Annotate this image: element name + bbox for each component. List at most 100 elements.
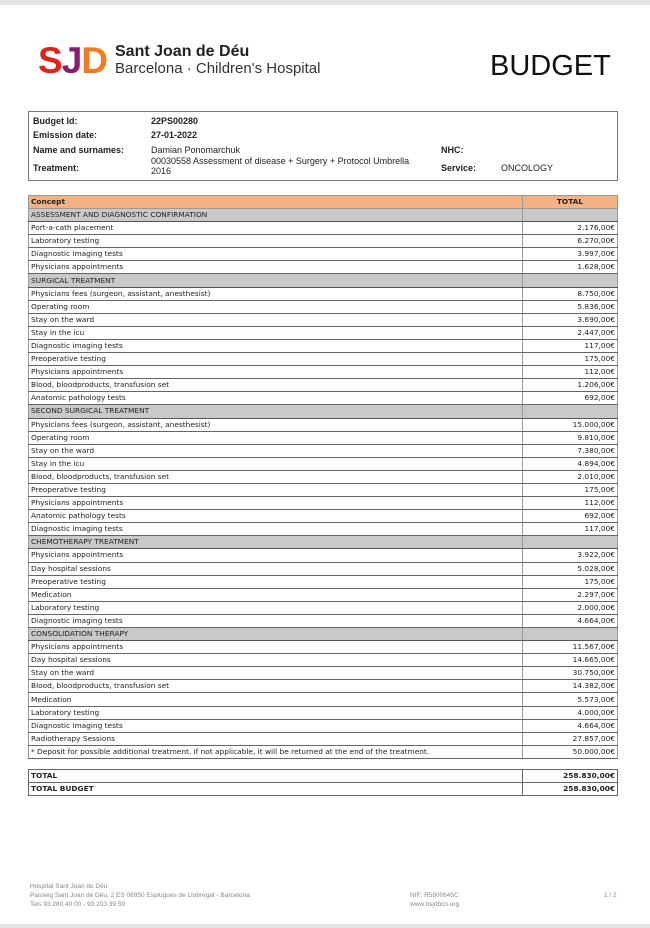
total-cell: 3.997,00€ bbox=[522, 247, 618, 262]
hospital-logo: SJD Sant Joan de Déu Barcelona · Childre… bbox=[38, 42, 320, 79]
bottom-bar bbox=[0, 924, 650, 928]
footer-address: Hospital Sant Joan de Déu Passeig Sant J… bbox=[30, 882, 250, 909]
total-cell: 112,00€ bbox=[522, 496, 618, 511]
footer-street: Passeig Sant Joan de Déu, 2 ES 08950 Esp… bbox=[30, 892, 250, 899]
header-total: TOTAL bbox=[522, 195, 618, 209]
name-label: Name and surnames: bbox=[33, 145, 125, 155]
total-cell: 692,00€ bbox=[522, 391, 618, 406]
total-cell: 2.447,00€ bbox=[522, 326, 618, 340]
total-cell: 2.010,00€ bbox=[522, 470, 618, 484]
total-row: TOTAL 258.830,00€ bbox=[28, 768, 618, 784]
concept-cell: Stay on the ward bbox=[28, 666, 523, 681]
footer-nif: NIF: R5800645C bbox=[410, 892, 459, 899]
emission-date-value: 27-01-2022 bbox=[151, 130, 198, 140]
section-row: ASSESSMENT AND DIAGNOSTIC CONFIRMATION bbox=[28, 208, 618, 223]
table-row: Stay on the ward 7.380,00€ bbox=[28, 444, 618, 458]
total-cell: 6.270,00€ bbox=[522, 234, 618, 249]
logo-mark: SJD bbox=[38, 40, 108, 81]
concept-cell: Stay in the icu bbox=[28, 326, 523, 340]
section-row: SECOND SURGICAL TREATMENT bbox=[28, 404, 618, 419]
total-label: TOTAL bbox=[28, 768, 523, 784]
total-value: 258.830,00€ bbox=[522, 782, 618, 797]
concept-cell: Port-a-cath placement bbox=[28, 221, 523, 236]
service-label: Service: bbox=[441, 163, 477, 173]
total-cell: 3.922,00€ bbox=[522, 548, 618, 563]
total-cell: 4.664,00€ bbox=[522, 614, 618, 629]
total-cell: 692,00€ bbox=[522, 509, 618, 524]
total-cell: 4.894,00€ bbox=[522, 457, 618, 471]
section-row: CONSOLIDATION THERAPY bbox=[28, 627, 618, 642]
table-row: Physicians appointments 112,00€ bbox=[28, 496, 618, 511]
footer-hospital-name: Hospital Sant Joan de Déu bbox=[30, 883, 108, 890]
concept-cell: Operating room bbox=[28, 431, 523, 445]
concept-cell: Physicians appointments bbox=[28, 548, 523, 563]
concept-cell: Physicians appointments bbox=[28, 260, 523, 275]
total-cell: 112,00€ bbox=[522, 365, 618, 380]
table-row: Laboratory testing 2.000,00€ bbox=[28, 601, 618, 615]
section-title: ASSESSMENT AND DIAGNOSTIC CONFIRMATION bbox=[28, 208, 523, 223]
table-row: Stay in the icu 4.894,00€ bbox=[28, 457, 618, 471]
section-total-empty bbox=[522, 273, 618, 288]
footer-legal: NIF: R5800645C www.hsjdbcn.org bbox=[410, 891, 459, 909]
table-row: Laboratory testing 6.270,00€ bbox=[28, 234, 618, 249]
section-total-empty bbox=[522, 404, 618, 419]
footer-phones: Tels 93 280 40 00 - 93 203 39 59 bbox=[30, 901, 126, 908]
table-row: Day hospital sessions 14.665,00€ bbox=[28, 653, 618, 668]
total-cell: 9.810,00€ bbox=[522, 431, 618, 445]
logo-line1: Sant Joan de Déu bbox=[115, 43, 250, 61]
table-row: Operating room 9.810,00€ bbox=[28, 431, 618, 445]
total-cell: 14.665,00€ bbox=[522, 653, 618, 668]
concept-cell: Laboratory testing bbox=[28, 601, 523, 615]
concept-cell: Diagnostic imaging tests bbox=[28, 719, 523, 733]
table-row: Port-a-cath placement 2.176,00€ bbox=[28, 221, 618, 236]
table-header: Concept TOTAL bbox=[28, 195, 618, 209]
concept-cell: Diagnostic imaging tests bbox=[28, 339, 523, 354]
section-row: SURGICAL TREATMENT bbox=[28, 273, 618, 288]
name-value: Damian Ponomarchuk bbox=[151, 145, 241, 155]
nhc-label: NHC: bbox=[441, 145, 464, 155]
total-cell: 117,00€ bbox=[522, 339, 618, 354]
concept-cell: Physicians appointments bbox=[28, 365, 523, 380]
concept-cell: Preoperative testing bbox=[28, 483, 523, 498]
section-title: SURGICAL TREATMENT bbox=[28, 273, 523, 288]
table-row: Radiotherapy Sessions 27.857,00€ bbox=[28, 732, 618, 746]
total-row: TOTAL BUDGET 258.830,00€ bbox=[28, 782, 618, 797]
table-row: Physicians appointments 11.567,00€ bbox=[28, 640, 618, 655]
concept-cell: Medication bbox=[28, 588, 523, 602]
concept-cell: Physicians appointments bbox=[28, 640, 523, 655]
document-title: BUDGET bbox=[490, 50, 611, 82]
header-concept: Concept bbox=[28, 195, 523, 209]
page-number: 1 / 2 bbox=[604, 892, 617, 899]
treatment-label: Treatment: bbox=[33, 163, 80, 173]
concept-cell: Laboratory testing bbox=[28, 706, 523, 720]
concept-cell: Medication bbox=[28, 692, 523, 707]
total-value: 258.830,00€ bbox=[522, 768, 618, 784]
table-row: Preoperative testing 175,00€ bbox=[28, 352, 618, 367]
total-cell: 27.857,00€ bbox=[522, 732, 618, 746]
table-row: Diagnostic imaging tests 4.664,00€ bbox=[28, 719, 618, 733]
spacer-row bbox=[29, 758, 618, 769]
total-label: TOTAL BUDGET bbox=[28, 782, 523, 797]
concept-cell: Anatomic pathology tests bbox=[28, 391, 523, 406]
table-row: Physicians appointments 112,00€ bbox=[28, 365, 618, 380]
concept-cell: Stay on the ward bbox=[28, 313, 523, 327]
total-cell: 1.628,00€ bbox=[522, 260, 618, 275]
concept-cell: Diagnostic imaging tests bbox=[28, 614, 523, 629]
top-bar bbox=[0, 0, 650, 5]
table-row: Stay on the ward 3.690,00€ bbox=[28, 313, 618, 327]
total-cell: 4.000,00€ bbox=[522, 706, 618, 720]
total-cell: 11.567,00€ bbox=[522, 640, 618, 655]
concept-cell: Stay in the icu bbox=[28, 457, 523, 471]
total-cell: 15.000,00€ bbox=[522, 418, 618, 432]
section-total-empty bbox=[522, 208, 618, 223]
section-title: SECOND SURGICAL TREATMENT bbox=[28, 404, 523, 419]
concept-cell: Physicians fees (surgeon, assistant, ane… bbox=[28, 418, 523, 432]
table-row: Anatomic pathology tests 692,00€ bbox=[28, 509, 618, 524]
table-row: Day hospital sessions 5.028,00€ bbox=[28, 562, 618, 576]
section-total-empty bbox=[522, 627, 618, 642]
section-total-empty bbox=[522, 535, 618, 550]
total-cell: 7.380,00€ bbox=[522, 444, 618, 458]
total-cell: 175,00€ bbox=[522, 352, 618, 367]
budget-table: Concept TOTAL ASSESSMENT AND DIAGNOSTIC … bbox=[28, 195, 618, 797]
section-row: CHEMOTHERAPY TREATMENT bbox=[28, 535, 618, 550]
